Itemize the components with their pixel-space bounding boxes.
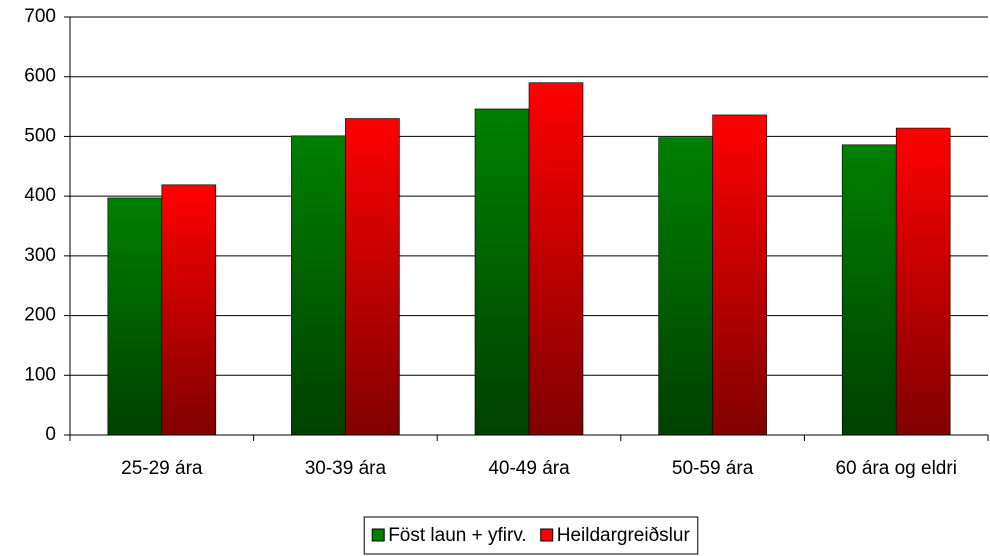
legend-swatch xyxy=(371,528,385,542)
bar xyxy=(841,144,897,436)
y-tick-label: 100 xyxy=(24,364,56,385)
x-tick-label: 25-29 ára xyxy=(121,458,203,479)
legend-label: Föst laun + yfirv. xyxy=(388,525,527,546)
bar xyxy=(107,197,163,436)
bar xyxy=(291,135,346,436)
y-tick-label: 700 xyxy=(24,6,56,27)
y-tick-label: 400 xyxy=(24,185,56,206)
bar xyxy=(474,108,530,436)
x-tick-label: 30-39 ára xyxy=(305,458,387,479)
legend-swatch xyxy=(540,528,554,542)
y-tick-label: 500 xyxy=(24,125,56,146)
y-tick-label: 300 xyxy=(24,245,56,266)
bar xyxy=(345,118,400,436)
legend-box xyxy=(363,516,699,555)
y-tick-label: 600 xyxy=(24,66,56,87)
x-tick-label: 40-49 ára xyxy=(488,458,570,479)
x-tick-label: 50-59 ára xyxy=(672,458,754,479)
legend-label: Heildargreiðslur xyxy=(557,525,691,546)
x-tick-label: 60 ára og eldri xyxy=(835,458,956,479)
y-tick-label: 0 xyxy=(45,424,56,445)
bar xyxy=(895,127,951,436)
y-tick-label: 200 xyxy=(24,305,56,326)
bar xyxy=(658,137,713,436)
bar xyxy=(161,184,217,436)
bar xyxy=(712,114,767,436)
bar xyxy=(528,82,584,436)
